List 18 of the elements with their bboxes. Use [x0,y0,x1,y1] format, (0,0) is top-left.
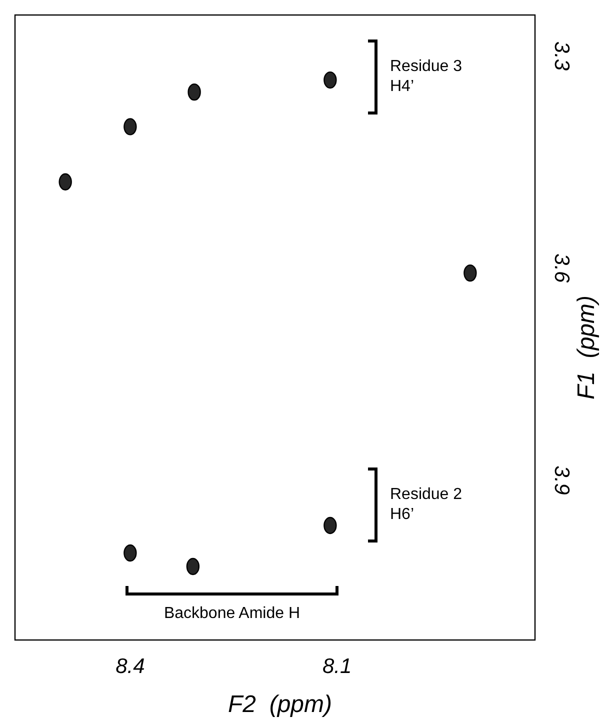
point [464,264,477,282]
point [58,173,72,190]
x-tick-label: 8.1 [322,655,352,678]
x-tick-label: 8.4 [116,655,145,678]
annotation: Residue 2 H6’ [390,486,462,523]
point [186,558,200,576]
point [324,516,337,534]
annotation: Backbone Amide H [164,605,300,622]
y-tick-label: 3.9 [550,466,573,496]
point [188,83,201,101]
point [324,71,337,89]
annotation: Residue 3 H4’ [390,58,462,95]
x-axis-title: F2 (ppm) [228,691,332,718]
y-tick-label: 3.3 [550,41,573,71]
y-tick-label: 3.6 [550,254,573,284]
point [124,544,137,562]
y-axis-title: F1 (ppm) [573,295,600,400]
point [124,118,137,136]
